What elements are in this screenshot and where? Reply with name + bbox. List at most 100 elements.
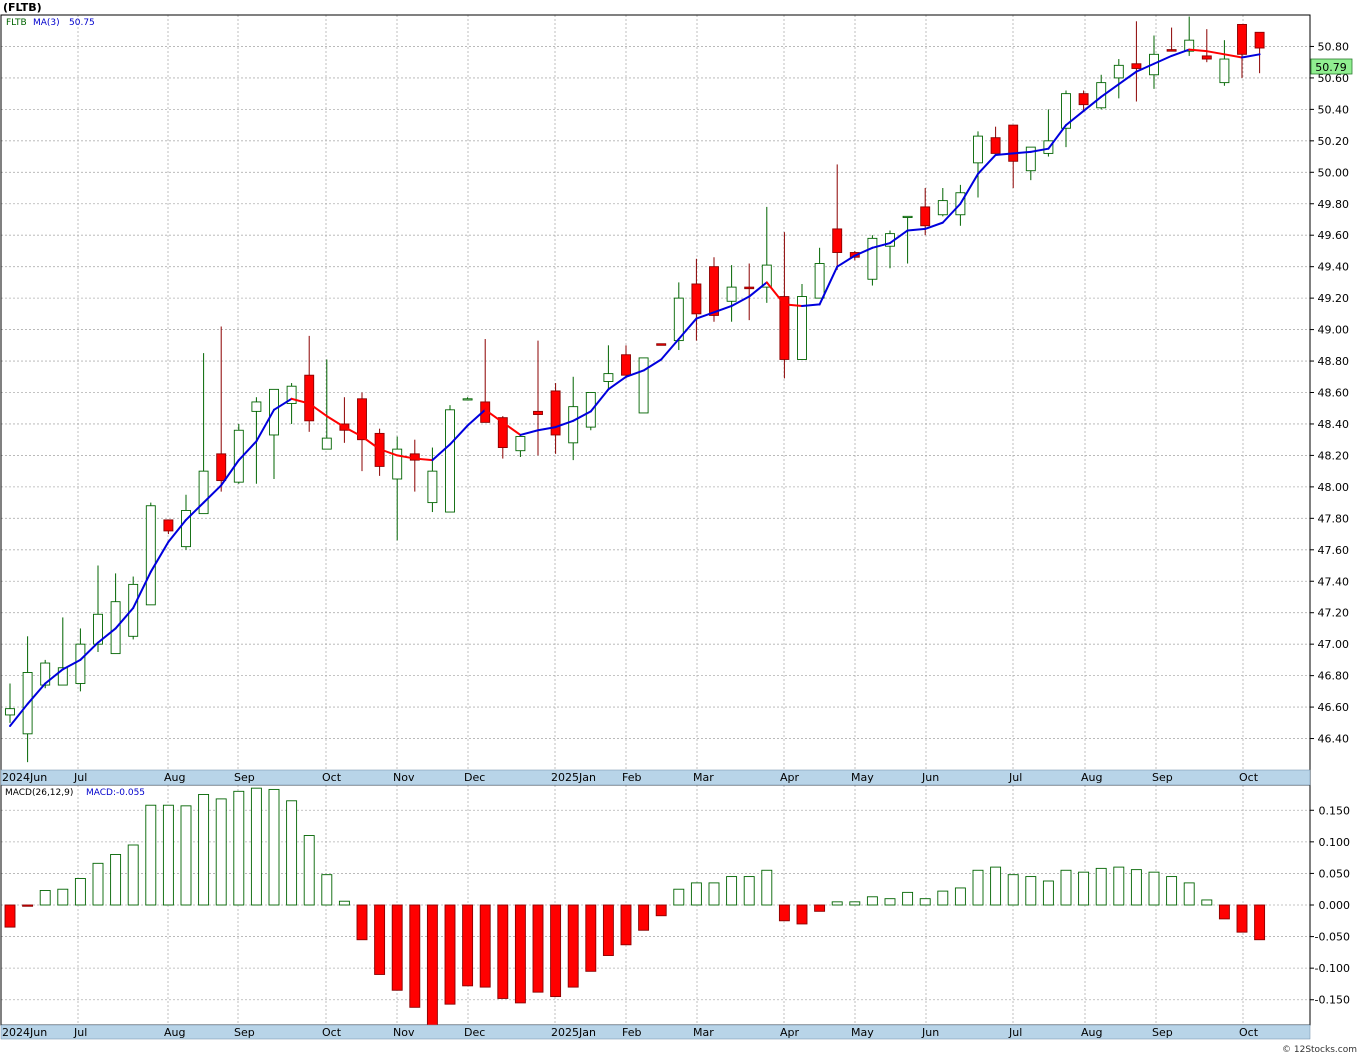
macd-bar-positive [286, 800, 298, 906]
macd-bar-negative [655, 904, 667, 917]
candle-body-down [920, 206, 931, 227]
candle-body-up [286, 385, 297, 404]
macd-y-tick-label: -0.150 [1315, 994, 1350, 1007]
ma-segment [431, 443, 451, 462]
ma-segment [1241, 53, 1261, 59]
candle-body-up [797, 296, 807, 360]
price-x-tick-label: 2024Jun [2, 771, 47, 784]
ma-segment [1205, 50, 1226, 56]
candle [1219, 40, 1230, 86]
candle-body-up [40, 662, 51, 686]
macd-bar-positive [831, 901, 843, 906]
macd-bar-positive [761, 869, 773, 906]
price-y-tick-label: 48.20 [1318, 449, 1350, 462]
candle-body-up [973, 135, 983, 164]
price-y-tick-label: 50.20 [1318, 135, 1350, 148]
macd-bar-negative [409, 904, 421, 1008]
macd-x-tick-label: Aug [164, 1026, 185, 1039]
ma-segment [519, 429, 539, 436]
price-x-tick-label: Feb [622, 771, 641, 784]
macd-bar-negative [497, 904, 509, 999]
ma-segment [677, 317, 698, 341]
macd-bar-positive [1130, 869, 1142, 906]
ma-segment [255, 408, 275, 443]
candle [973, 131, 983, 198]
candle [937, 188, 948, 217]
candle [990, 126, 1001, 154]
ma-segment [871, 242, 891, 249]
candle-body-up [603, 373, 614, 382]
macd-bar-positive [1042, 880, 1054, 906]
macd-bar-positive [180, 805, 192, 906]
candle-body-up [462, 398, 473, 401]
watermark: © 12Stocks.com [1282, 1045, 1357, 1055]
candle-body-up [1219, 58, 1230, 84]
ma-segment [273, 397, 293, 411]
macd-bar-positive [673, 888, 685, 906]
legend-ticker: FLTB [6, 18, 27, 28]
price-x-tick-label: Apr [780, 771, 800, 784]
candle [145, 502, 156, 606]
macd-bar-negative [374, 904, 386, 975]
candle-body-down [709, 266, 719, 316]
candle [814, 247, 825, 299]
candle [1008, 124, 1019, 189]
macd-x-axis-labels: 2024Jun Jul Aug Sep Oct Nov Dec 2025Jan Feb Mar Ap… [2, 1026, 1259, 1039]
ma-segment [642, 358, 663, 372]
macd-bar-positive [303, 835, 315, 906]
price-y-axis-labels: 46.40 46.60 46.80 47.00 47.20 47.40 47.60 47.80… [1310, 40, 1350, 746]
ma-segment [343, 426, 363, 438]
candle [1061, 90, 1071, 148]
ma-segment [1029, 147, 1050, 153]
candle [797, 283, 807, 360]
candle-body-up [427, 470, 438, 504]
candle-body-down [497, 417, 508, 449]
candle [621, 345, 631, 379]
macd-bar-positive [338, 900, 350, 906]
macd-bar-positive [937, 890, 949, 906]
price-x-tick-label: Dec [464, 771, 485, 784]
macd-bar-positive [57, 888, 69, 906]
candle [533, 340, 543, 456]
candle-body-down [550, 390, 561, 436]
ma-segment [906, 227, 927, 232]
candle-body-up [269, 388, 279, 436]
ma-segment [977, 153, 997, 175]
macd-bar-positive [902, 891, 914, 906]
macd-bar-positive [690, 882, 702, 906]
candle [920, 188, 931, 236]
macd-bar-negative [814, 904, 826, 912]
ma-segment [1082, 95, 1103, 112]
ma-segment [853, 246, 874, 257]
price-y-tick-label: 50.60 [1318, 72, 1350, 85]
macd-bar-negative [550, 904, 562, 998]
ma-segment [537, 426, 557, 432]
ma-segment [290, 397, 311, 405]
macd-x-tick-label: Mar [693, 1026, 714, 1039]
candle-body-up [1096, 82, 1107, 109]
ma-segment [484, 408, 504, 424]
candle [233, 423, 244, 484]
price-x-tick-label: Nov [393, 771, 415, 784]
ma-segment [765, 281, 786, 306]
candle-body-up [145, 505, 156, 606]
macd-y-tick-label: 0.000 [1319, 899, 1351, 912]
price-date-axis-band [0, 769, 1311, 786]
price-x-tick-label: Jun [921, 771, 939, 784]
ma-segment [9, 702, 29, 727]
candle [216, 326, 227, 492]
candle-body-up [5, 708, 15, 716]
macd-x-tick-label: Sep [234, 1026, 255, 1039]
macd-bar-positive [1183, 882, 1195, 906]
macd-x-tick-label: 2024Jun [2, 1026, 47, 1039]
ma-segment [713, 304, 733, 314]
price-y-tick-label: 48.00 [1318, 481, 1350, 494]
candle-body-down [533, 410, 543, 415]
price-x-tick-label: Mar [693, 771, 714, 784]
candle-body-up [568, 406, 579, 444]
candle [656, 343, 667, 346]
candle [867, 235, 878, 286]
candle-body-up [638, 357, 649, 414]
macd-bar-positive [884, 898, 896, 906]
